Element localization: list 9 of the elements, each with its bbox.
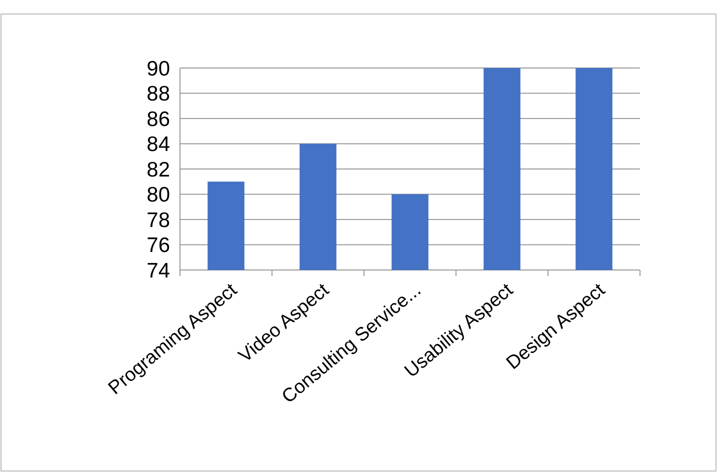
y-tick-label: 76: [146, 234, 170, 258]
y-tick-label: 90: [146, 57, 170, 80]
y-tick-label: 74: [146, 259, 170, 282]
y-tick-label: 80: [146, 184, 170, 207]
y-tick-label: 86: [146, 108, 170, 131]
y-tick-label: 82: [146, 158, 170, 182]
y-tick-label: 88: [146, 82, 170, 106]
y-tick-label: 78: [146, 208, 170, 232]
y-tick-label: 84: [146, 133, 170, 156]
